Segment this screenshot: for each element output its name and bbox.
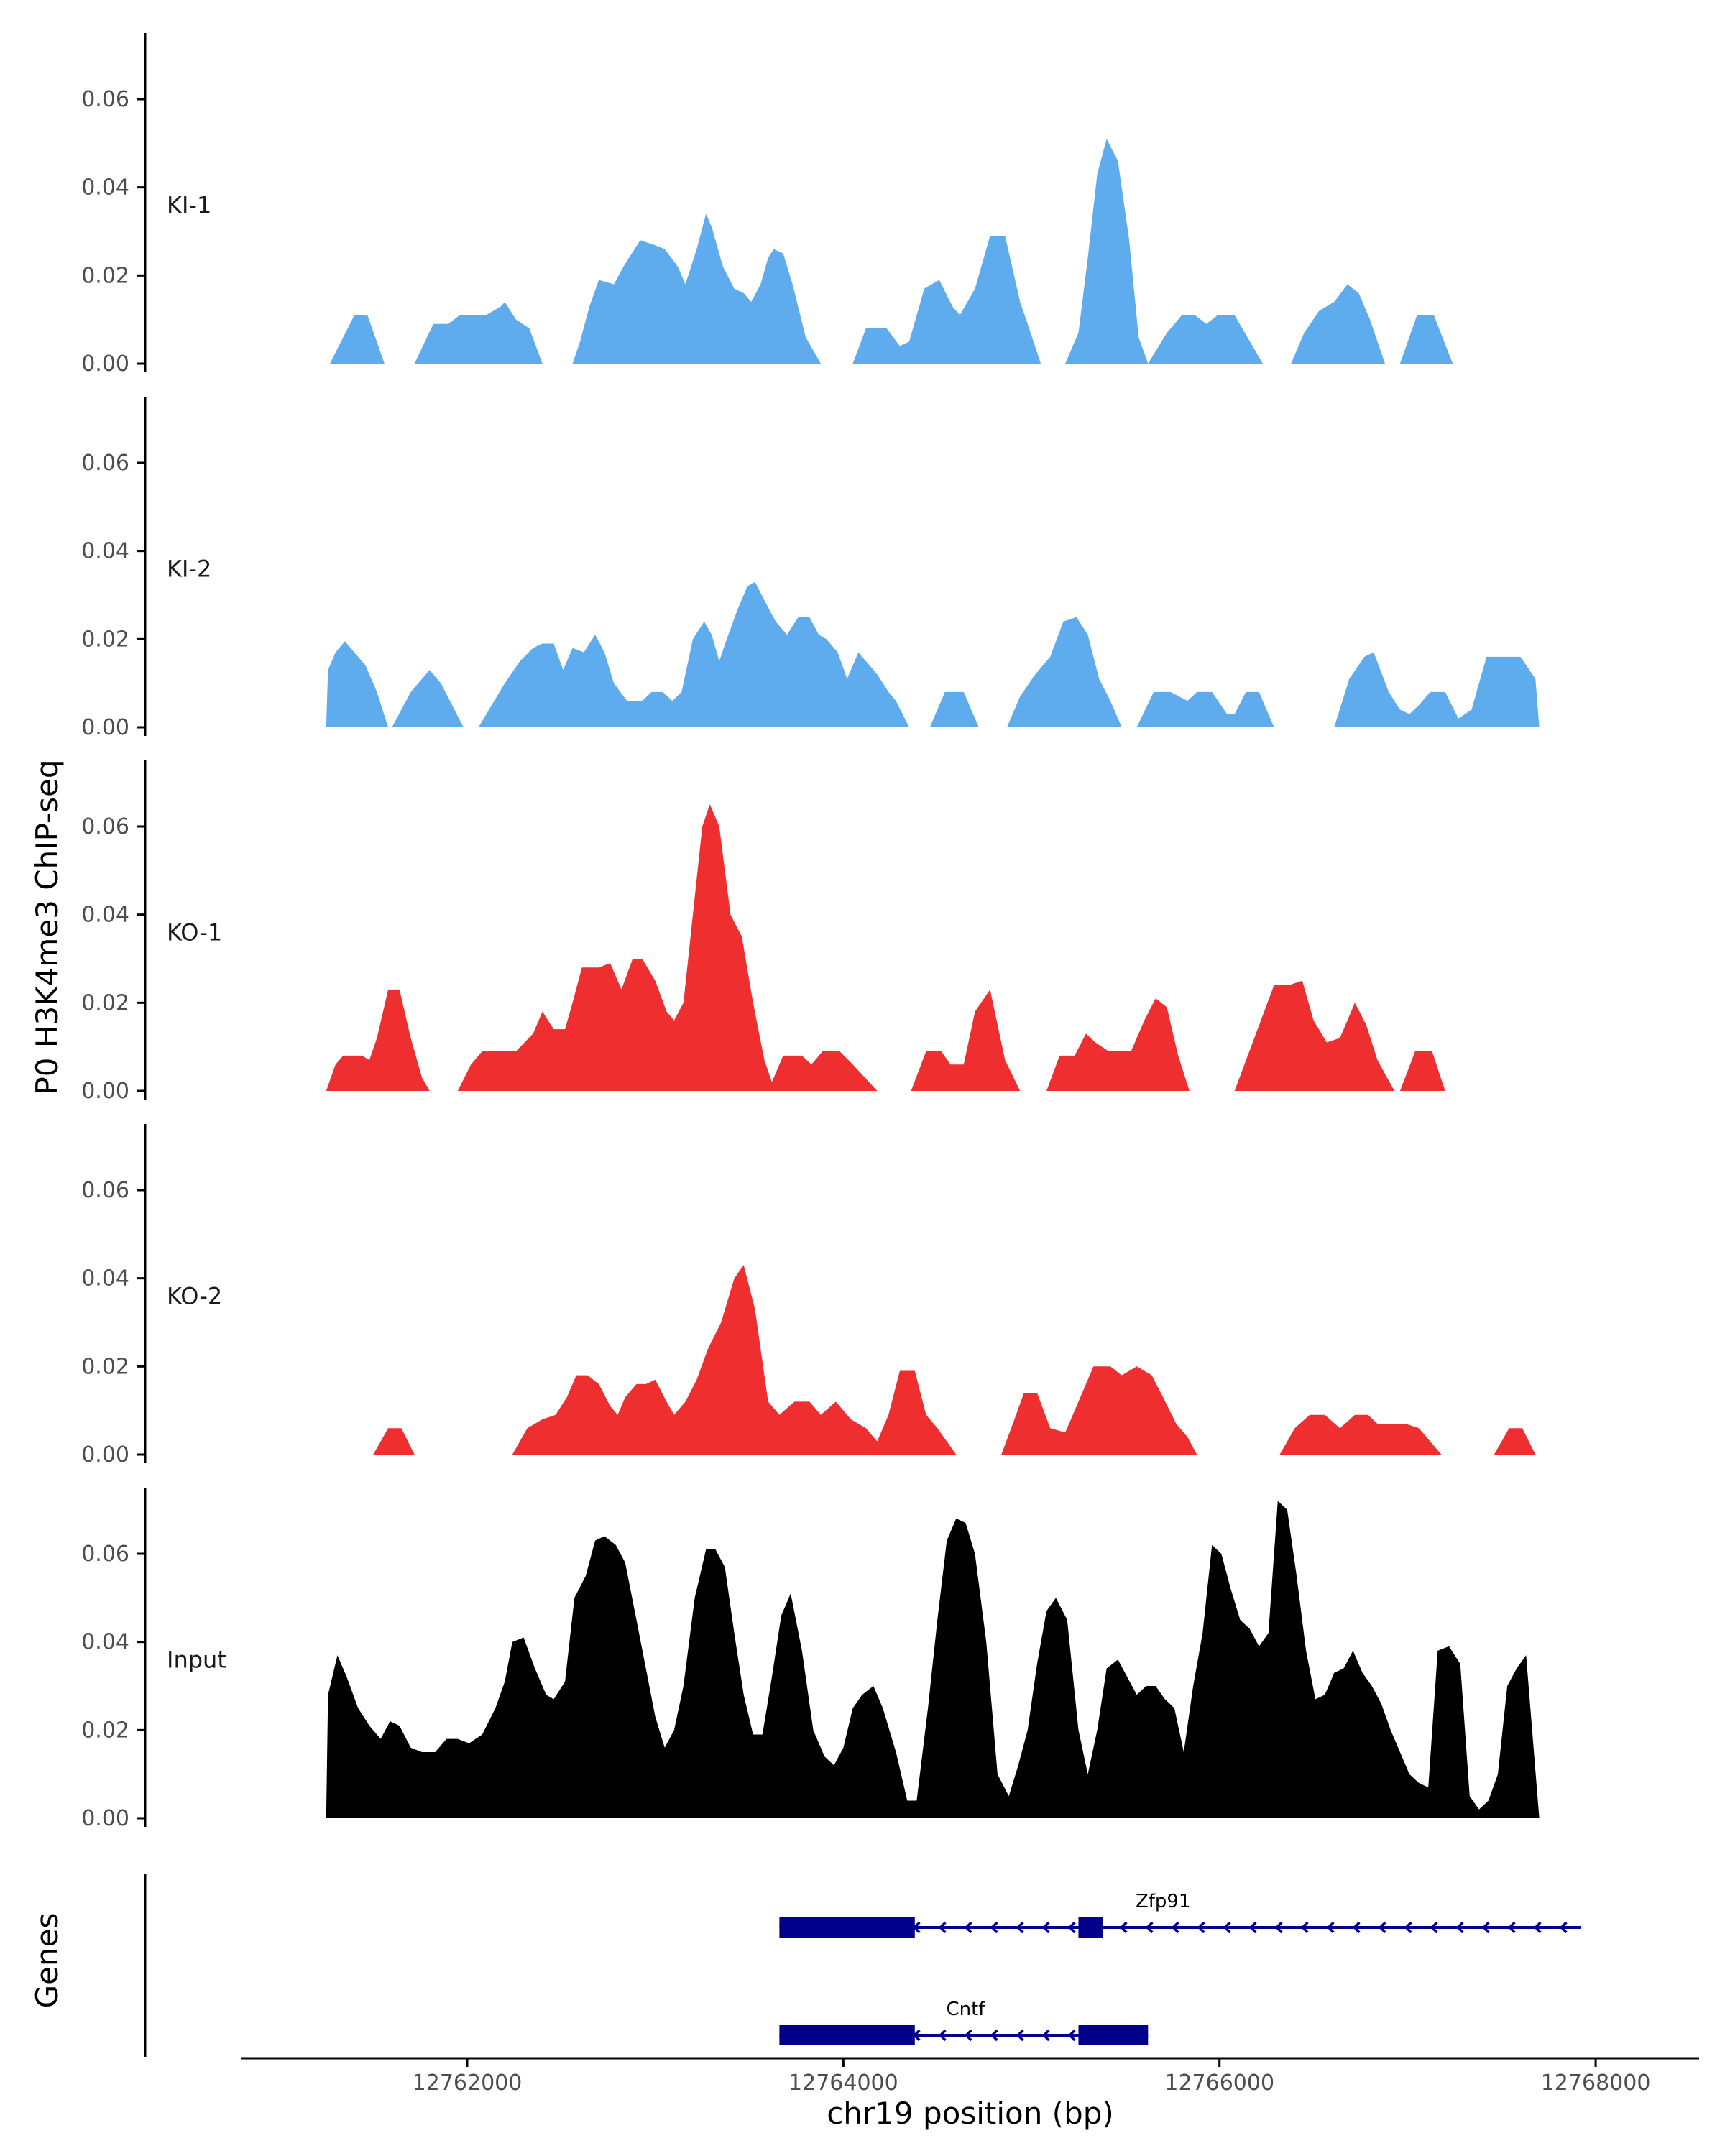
gene-exon bbox=[1078, 1917, 1103, 1938]
signal-area-ki-2 bbox=[326, 581, 1540, 727]
track-input: 0.00 0.02 0.04 0.06 Input bbox=[81, 1488, 1540, 1831]
y-tick-label: 0.00 bbox=[81, 1442, 129, 1468]
strand-arrow bbox=[1067, 1921, 1076, 1934]
y-tick-label: 0.06 bbox=[81, 451, 129, 476]
x-tick-label: 12762000 bbox=[413, 2070, 523, 2096]
gene-zfp91: Zfp91 bbox=[779, 1891, 1581, 1938]
strand-arrow bbox=[938, 2029, 947, 2042]
y-tick-label: 0.02 bbox=[81, 263, 129, 288]
strand-arrow bbox=[1041, 1921, 1050, 1934]
strand-arrow bbox=[1455, 1921, 1464, 1934]
x-axis-title: chr19 position (bp) bbox=[827, 2096, 1114, 2131]
track-ko-2: 0.00 0.02 0.04 0.06 KO-2 bbox=[81, 1124, 1536, 1468]
y-tick-label: 0.00 bbox=[81, 1806, 129, 1831]
strand-arrow bbox=[1171, 1921, 1179, 1934]
y-tick-label: 0.06 bbox=[81, 814, 129, 839]
strand-arrow bbox=[1352, 1921, 1361, 1934]
gene-exon bbox=[779, 1917, 915, 1938]
strand-arrow bbox=[1067, 2029, 1076, 2042]
y-tick-label: 0.00 bbox=[81, 351, 129, 377]
y-tick-label: 0.00 bbox=[81, 715, 129, 740]
track-label: Input bbox=[167, 1646, 226, 1674]
strand-arrow bbox=[1300, 1921, 1309, 1934]
strand-arrow bbox=[1481, 1921, 1490, 1934]
strand-arrow bbox=[1016, 2029, 1024, 2042]
track-label: KI-2 bbox=[167, 556, 211, 583]
strand-arrow bbox=[964, 1921, 972, 1934]
strand-arrow bbox=[1248, 1921, 1257, 1934]
gene-exon bbox=[1078, 2025, 1149, 2045]
gene-cntf: Cntf bbox=[779, 1999, 1149, 2045]
strand-arrow bbox=[1041, 2029, 1050, 2042]
signal-area-ko-2 bbox=[373, 1265, 1536, 1455]
track-ko-1: 0.00 0.02 0.04 0.06 KO-1 bbox=[81, 760, 1445, 1104]
y-axis-title: P0 H3K4me3 ChIP-seq bbox=[29, 759, 65, 1095]
signal-area-input bbox=[326, 1501, 1540, 1818]
strand-arrow bbox=[990, 2029, 998, 2042]
y-tick-label: 0.00 bbox=[81, 1079, 129, 1104]
strand-arrow bbox=[1533, 1921, 1542, 1934]
y-tick-label: 0.04 bbox=[81, 539, 129, 564]
track-ki-1: 0.00 0.02 0.04 0.06 KI-1 bbox=[81, 33, 1453, 377]
y-tick-label: 0.04 bbox=[81, 1630, 129, 1655]
x-tick-label: 12764000 bbox=[788, 2070, 898, 2096]
strand-arrow bbox=[1378, 1921, 1386, 1934]
y-tick-label: 0.06 bbox=[81, 87, 129, 112]
strand-arrow bbox=[1430, 1921, 1438, 1934]
strand-arrow bbox=[1326, 1921, 1335, 1934]
x-tick-label: 12766000 bbox=[1164, 2070, 1274, 2096]
strand-arrow bbox=[1119, 1921, 1128, 1934]
y-tick-label: 0.02 bbox=[81, 1718, 129, 1743]
signal-area-ki-1 bbox=[330, 139, 1453, 364]
y-tick-label: 0.06 bbox=[81, 1178, 129, 1203]
strand-arrow bbox=[1016, 1921, 1024, 1934]
y-tick-label: 0.04 bbox=[81, 175, 129, 201]
strand-arrow bbox=[964, 2029, 972, 2042]
y-tick-label: 0.06 bbox=[81, 1542, 129, 1567]
track-label: KO-2 bbox=[167, 1283, 222, 1310]
tracks-layer: 0.00 0.02 0.04 0.06 KI-1 0.00 0.02 0.04 0.06 KI-2… bbox=[81, 33, 1540, 1831]
strand-arrow bbox=[1274, 1921, 1283, 1934]
strand-arrow bbox=[1404, 1921, 1412, 1934]
strand-arrow bbox=[1559, 1921, 1568, 1934]
y-tick-label: 0.04 bbox=[81, 903, 129, 928]
x-axis: 12762000 12764000 12766000 12768000 bbox=[242, 2057, 1699, 2096]
y-tick-label: 0.02 bbox=[81, 990, 129, 1015]
strand-arrow bbox=[1145, 1921, 1154, 1934]
strand-arrow bbox=[1507, 1921, 1516, 1934]
gene-label: Cntf bbox=[946, 1999, 985, 2020]
y-tick-label: 0.02 bbox=[81, 627, 129, 652]
strand-arrow bbox=[938, 1921, 947, 1934]
signal-area-ko-1 bbox=[326, 804, 1445, 1091]
genes-layer: Zfp91 Cntf bbox=[144, 1874, 1581, 2057]
genes-axis-title: Genes bbox=[29, 1913, 65, 2009]
strand-arrow bbox=[990, 1921, 998, 1934]
y-tick-label: 0.02 bbox=[81, 1354, 129, 1379]
track-label: KO-1 bbox=[167, 919, 222, 946]
track-label: KI-1 bbox=[167, 192, 211, 219]
x-tick-label: 12768000 bbox=[1541, 2070, 1651, 2096]
strand-arrow bbox=[1223, 1921, 1231, 1934]
gene-exon bbox=[779, 2025, 915, 2045]
strand-arrow bbox=[1197, 1921, 1205, 1934]
gene-label: Zfp91 bbox=[1136, 1891, 1191, 1912]
y-tick-label: 0.04 bbox=[81, 1266, 129, 1291]
track-ki-2: 0.00 0.02 0.04 0.06 KI-2 bbox=[81, 397, 1540, 740]
